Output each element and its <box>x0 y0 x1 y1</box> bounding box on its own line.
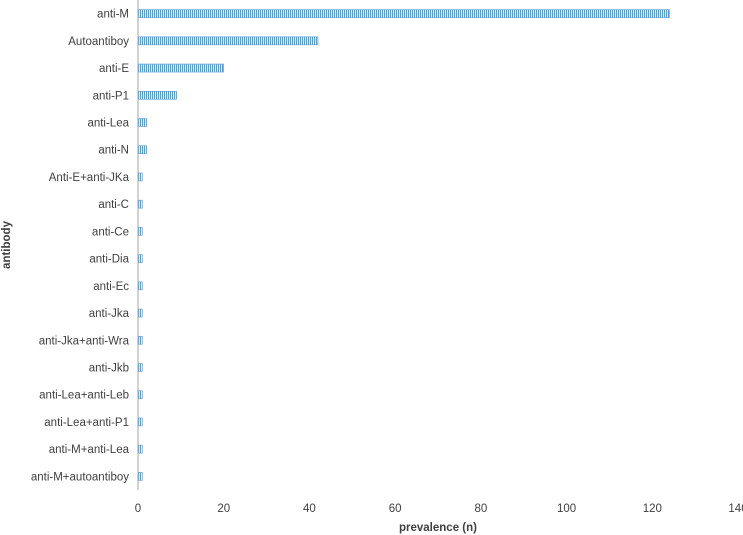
category-label: anti-Dia <box>89 254 129 266</box>
x-tick-labels: 0 20 40 60 80 100 120 140 <box>135 503 743 515</box>
bar <box>137 227 143 236</box>
category-label: anti-P1 <box>93 90 129 102</box>
bar <box>137 281 143 291</box>
bar <box>137 417 143 427</box>
category-label: anti-C <box>98 199 129 211</box>
bar <box>137 145 147 155</box>
category-labels: anti-M Autoantiboy anti-E anti-P1 anti-Lea an… <box>31 9 130 484</box>
bar <box>137 90 177 100</box>
category-label: anti-Ce <box>92 226 129 238</box>
category-label: Autoantiboy <box>68 36 129 48</box>
bar <box>137 9 670 18</box>
bar <box>137 118 147 127</box>
bar <box>137 335 143 345</box>
bar <box>137 172 143 182</box>
x-tick-label: 60 <box>389 503 402 515</box>
bar <box>137 472 143 481</box>
x-tick-label: 140 <box>728 503 743 515</box>
category-label: anti-M+anti-Lea <box>49 444 130 456</box>
x-tick-label: 100 <box>557 503 576 515</box>
bar <box>137 36 319 46</box>
category-label: anti-Jkb <box>89 363 129 375</box>
category-label: anti-N <box>98 145 129 157</box>
x-tick-label: 80 <box>474 503 487 515</box>
bar <box>137 199 143 209</box>
bar <box>137 254 143 263</box>
bar <box>137 63 225 73</box>
category-label: anti-Lea <box>87 118 129 130</box>
x-tick-label: 0 <box>135 503 141 515</box>
x-tick-label: 20 <box>217 503 230 515</box>
x-tick-label: 40 <box>303 503 316 515</box>
category-label: anti-M <box>97 9 129 21</box>
category-label: anti-Ec <box>93 281 129 293</box>
bar <box>137 390 143 400</box>
category-label: anti-Jka+anti-Wra <box>39 335 130 347</box>
category-label: anti-Jka <box>89 308 130 320</box>
bar <box>137 308 143 318</box>
category-label: Anti-E+anti-JKa <box>49 172 130 184</box>
bars-group <box>137 9 670 481</box>
category-label: anti-Lea+anti-Leb <box>39 390 129 402</box>
bar <box>137 363 143 372</box>
bar <box>137 444 143 454</box>
category-label: anti-Lea+anti-P1 <box>44 417 129 429</box>
y-axis-title: antibody <box>1 220 13 269</box>
x-axis-title: prevalence (n) <box>399 522 477 534</box>
category-label: anti-E <box>99 63 129 75</box>
x-tick-label: 120 <box>643 503 662 515</box>
category-label: anti-M+autoantiboy <box>31 471 129 483</box>
